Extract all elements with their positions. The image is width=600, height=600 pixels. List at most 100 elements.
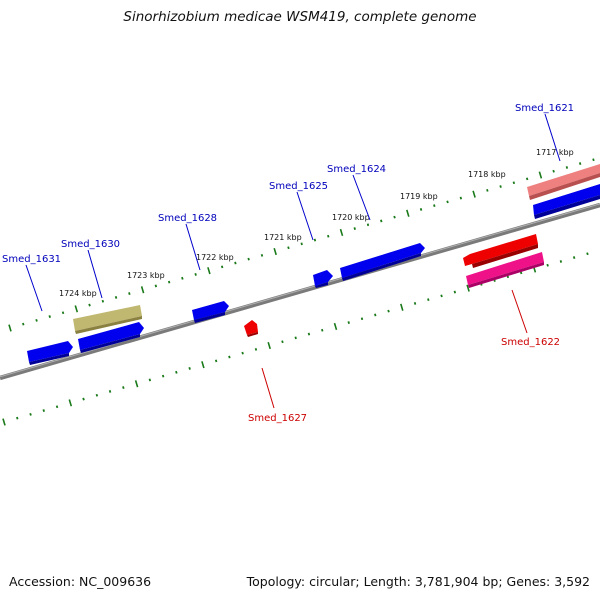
- lower-ruler-tick: [95, 393, 99, 397]
- upper-ruler-tick: [313, 238, 317, 242]
- upper-ruler-tick: [140, 286, 145, 294]
- upper-ruler-tick: [538, 171, 543, 179]
- upper-ruler-tick: [194, 273, 197, 276]
- gene-smed-1621-upper[interactable]: [527, 164, 600, 196]
- upper-ruler-tick: [273, 247, 277, 256]
- gene-label-smed-1631[interactable]: Smed_1631: [2, 254, 61, 265]
- upper-ruler-tick: [260, 253, 264, 257]
- upper-ruler-tick: [48, 315, 51, 318]
- ruler-label-1721: 1721 kbp: [264, 233, 302, 242]
- lower-ruler-tick: [519, 271, 523, 275]
- gene-smed-1631[interactable]: [27, 341, 73, 362]
- upper-ruler-tick: [8, 324, 12, 332]
- lower-ruler-tick: [281, 340, 284, 344]
- lower-ruler-tick: [267, 341, 271, 350]
- gene-smed-1628-shade: [194, 312, 225, 323]
- lower-ruler-tick: [387, 309, 390, 313]
- lower-ruler-tick: [16, 416, 19, 420]
- leader-smed-1627: [261, 367, 275, 409]
- gene-smed-1622-lower-shade: [468, 262, 544, 288]
- gene-smed-1622-lower[interactable]: [466, 252, 544, 285]
- genome-backbone: [0, 202, 600, 381]
- gene-smed-1622-shade: [472, 244, 538, 268]
- gene-label-smed-1624[interactable]: Smed_1624: [327, 164, 386, 175]
- lower-ruler-tick: [440, 294, 443, 298]
- upper-ruler-tick: [61, 311, 65, 315]
- lower-ruler-tick: [122, 386, 125, 389]
- upper-ruler-tick: [380, 219, 383, 223]
- gene-smed-1627[interactable]: [244, 320, 258, 335]
- leader-smed-1631: [25, 264, 43, 312]
- lower-ruler-tick: [586, 252, 589, 256]
- gene-smed-1630-upper-shade: [75, 316, 142, 334]
- tick-marks: [2, 158, 595, 426]
- gene-smed-1630-upper[interactable]: [73, 305, 142, 331]
- lower-ruler-tick: [466, 284, 470, 292]
- gene-smed-1621-upper-shade: [529, 173, 600, 200]
- gene-label-smed-1628[interactable]: Smed_1628: [158, 213, 217, 224]
- lower-ruler-tick: [413, 302, 417, 305]
- lower-ruler-tick: [427, 298, 430, 302]
- gene-smed-1631-shade: [29, 353, 69, 365]
- lower-ruler-tick: [42, 409, 45, 412]
- upper-ruler-tick: [35, 318, 38, 322]
- leader-smed-1628: [185, 223, 201, 271]
- upper-ruler-tick: [234, 261, 237, 265]
- upper-ruler-tick: [181, 276, 184, 280]
- upper-ruler-tick: [419, 208, 423, 211]
- gene-label-smed-1627[interactable]: Smed_1627: [248, 413, 307, 424]
- lower-ruler-tick: [68, 399, 73, 407]
- lower-ruler-tick: [228, 355, 231, 359]
- leader-smed-1622: [511, 289, 528, 334]
- gene-smed-1628[interactable]: [192, 301, 229, 320]
- gene-label-smed-1625[interactable]: Smed_1625: [269, 181, 328, 192]
- upper-ruler-tick: [207, 267, 211, 275]
- upper-ruler-tick: [393, 215, 396, 219]
- upper-ruler-tick: [300, 242, 303, 246]
- lower-ruler-tick: [453, 290, 457, 294]
- upper-ruler-tick: [446, 200, 449, 204]
- upper-ruler-tick: [525, 177, 529, 181]
- lower-ruler-tick: [82, 397, 85, 401]
- gene-smed-1624-shade: [342, 253, 421, 281]
- upper-ruler-tick: [366, 223, 370, 227]
- ruler-label-1722: 1722 kbp: [196, 253, 234, 262]
- upper-ruler-tick: [592, 158, 595, 162]
- lower-ruler-tick: [360, 317, 364, 321]
- lower-ruler-tick: [400, 303, 404, 311]
- gene-smed-1622[interactable]: [463, 234, 538, 266]
- upper-ruler-tick: [459, 196, 463, 200]
- accession-text: Accession: NC_009636: [9, 574, 152, 589]
- lower-ruler-tick: [108, 390, 112, 393]
- upper-ruler-tick: [552, 169, 555, 173]
- upper-ruler-tick: [499, 185, 502, 188]
- gene-smed-1627-shade: [247, 332, 258, 337]
- gene-label-smed-1622[interactable]: Smed_1622: [501, 337, 560, 348]
- gene-smed-1621[interactable]: [533, 184, 600, 215]
- upper-ruler-tick: [486, 188, 489, 192]
- upper-ruler-tick: [247, 257, 250, 261]
- upper-ruler-tick: [22, 322, 25, 326]
- gene-smed-1630[interactable]: [78, 322, 144, 350]
- gene-label-smed-1630[interactable]: Smed_1630: [61, 239, 120, 250]
- lower-ruler-tick: [161, 374, 165, 378]
- gene-smed-1624[interactable]: [340, 243, 425, 278]
- map-title: Sinorhizobium medicae WSM419, complete g…: [123, 9, 477, 25]
- upper-ruler-tick: [327, 234, 330, 238]
- gene-label-smed-1621[interactable]: Smed_1621: [515, 103, 574, 114]
- lower-ruler-tick: [321, 328, 324, 332]
- upper-ruler-tick: [512, 181, 516, 185]
- lower-ruler-tick: [241, 351, 244, 355]
- upper-ruler-tick: [114, 296, 118, 299]
- lower-ruler-tick: [307, 332, 311, 336]
- lower-ruler-tick: [175, 370, 178, 374]
- ruler-label-1717: 1717 kbp: [536, 148, 574, 157]
- genome-backbone-highlight: [0, 203, 600, 378]
- upper-ruler-tick: [154, 284, 158, 288]
- upper-ruler-tick: [74, 305, 79, 313]
- upper-ruler-tick: [472, 190, 476, 198]
- lower-ruler-tick: [134, 380, 139, 388]
- genome-stats-text: Topology: circular; Length: 3,781,904 bp…: [246, 574, 590, 589]
- lower-ruler-tick: [546, 263, 549, 267]
